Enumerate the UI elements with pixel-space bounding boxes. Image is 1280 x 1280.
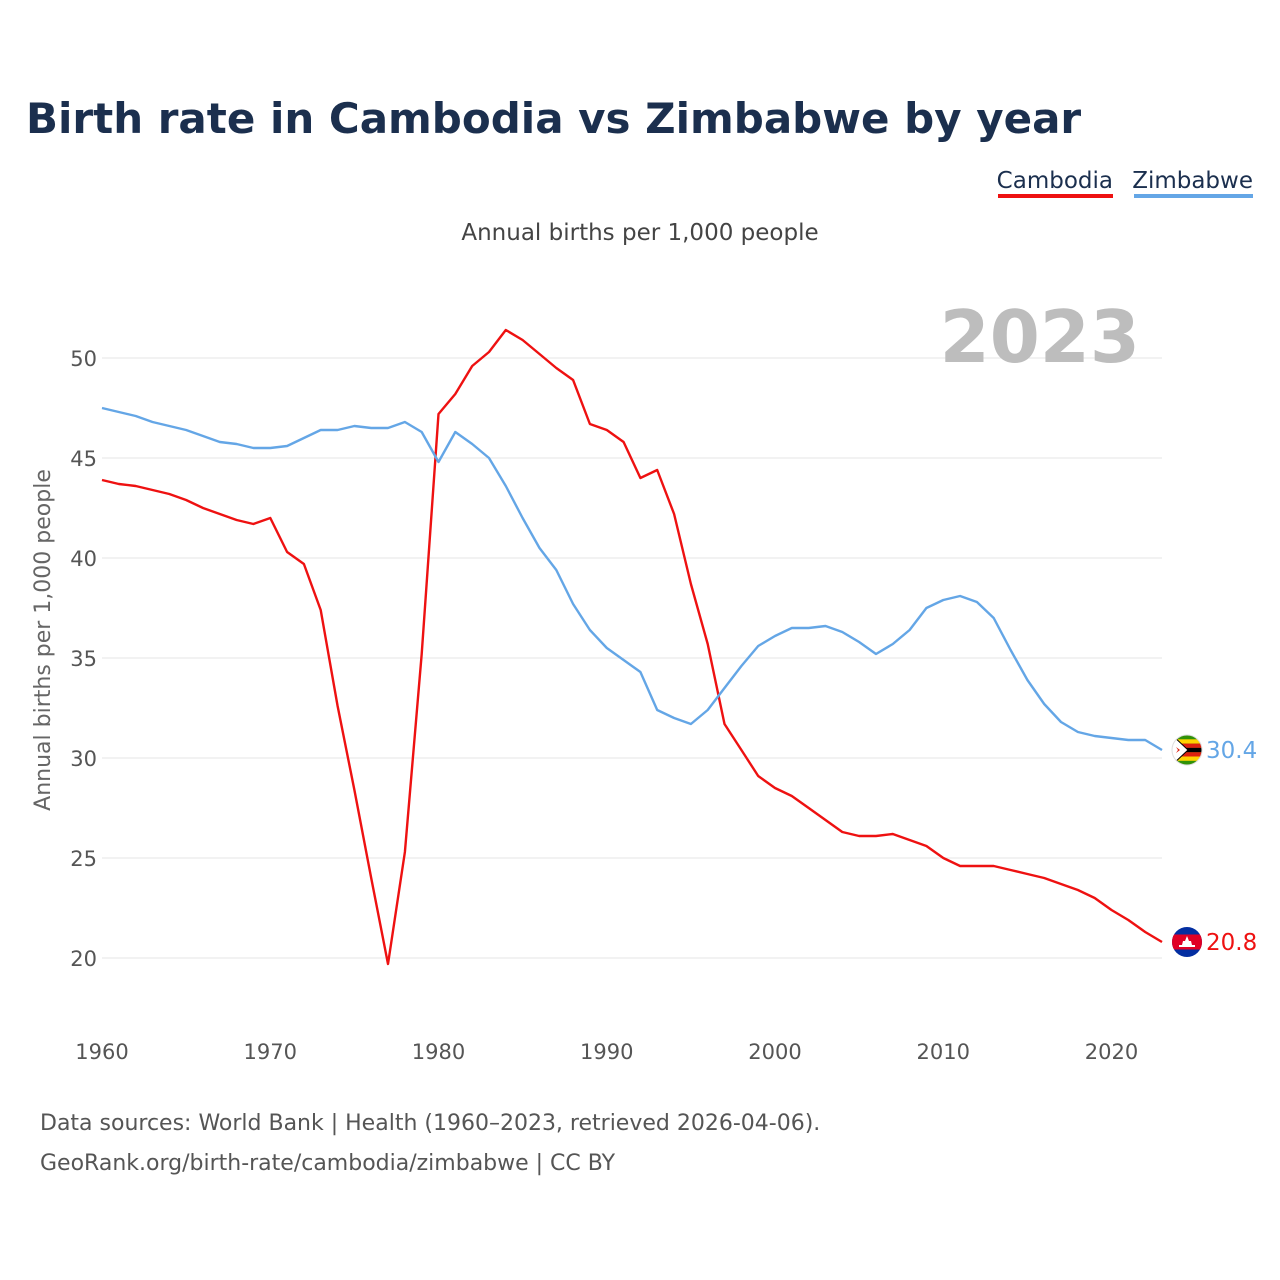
current-year-label: 2023 bbox=[940, 295, 1140, 379]
y-tick-label: 45 bbox=[70, 447, 97, 471]
y-tick-label: 20 bbox=[70, 947, 97, 971]
y-tick-label: 25 bbox=[70, 847, 97, 871]
y-tick-label: 30 bbox=[70, 747, 97, 771]
x-tick-label: 2000 bbox=[748, 1040, 801, 1064]
legend-swatch-cambodia bbox=[998, 194, 1113, 198]
legend-item-cambodia[interactable]: Cambodia bbox=[997, 168, 1113, 198]
zimbabwe-end-value: 30.4 bbox=[1206, 738, 1257, 764]
y-tick-label: 40 bbox=[70, 547, 97, 571]
source-note: Data sources: World Bank | Health (1960–… bbox=[40, 1111, 820, 1136]
legend-swatch-zimbabwe bbox=[1134, 194, 1253, 198]
x-tick-label: 1980 bbox=[412, 1040, 465, 1064]
x-tick-label: 1970 bbox=[244, 1040, 297, 1064]
x-tick-label: 2020 bbox=[1085, 1040, 1138, 1064]
chart-subtitle: Annual births per 1,000 people bbox=[461, 220, 818, 246]
y-axis-ticks: 20 25 30 35 40 45 50 bbox=[70, 347, 97, 971]
x-axis-ticks: 1960 1970 1980 1990 2000 2010 2020 bbox=[75, 1040, 1138, 1064]
series-line-cambodia[interactable] bbox=[101, 328, 1163, 966]
x-tick-label: 1990 bbox=[580, 1040, 633, 1064]
chart-title: Birth rate in Cambodia vs Zimbabwe by ye… bbox=[26, 94, 1081, 143]
x-tick-label: 1960 bbox=[75, 1040, 128, 1064]
zimbabwe-flag-icon bbox=[1171, 734, 1203, 766]
legend-label-zimbabwe[interactable]: Zimbabwe bbox=[1132, 168, 1253, 194]
y-tick-label: 50 bbox=[70, 347, 97, 371]
credit-link[interactable]: GeoRank.org/birth-rate/cambodia/zimbabwe… bbox=[40, 1151, 616, 1176]
series-line-zimbabwe[interactable] bbox=[101, 406, 1163, 752]
legend-label-cambodia[interactable]: Cambodia bbox=[997, 168, 1113, 194]
cambodia-flag-icon bbox=[1172, 927, 1202, 957]
x-tick-label: 2010 bbox=[917, 1040, 970, 1064]
y-axis-label: Annual births per 1,000 people bbox=[31, 469, 56, 811]
y-tick-label: 35 bbox=[70, 647, 97, 671]
legend-item-zimbabwe[interactable]: Zimbabwe bbox=[1132, 168, 1253, 198]
legend: Cambodia Zimbabwe bbox=[997, 168, 1253, 198]
end-markers: 30.4 20.8 bbox=[1171, 734, 1257, 957]
cambodia-end-value: 20.8 bbox=[1206, 930, 1257, 956]
series-lines bbox=[101, 328, 1163, 966]
